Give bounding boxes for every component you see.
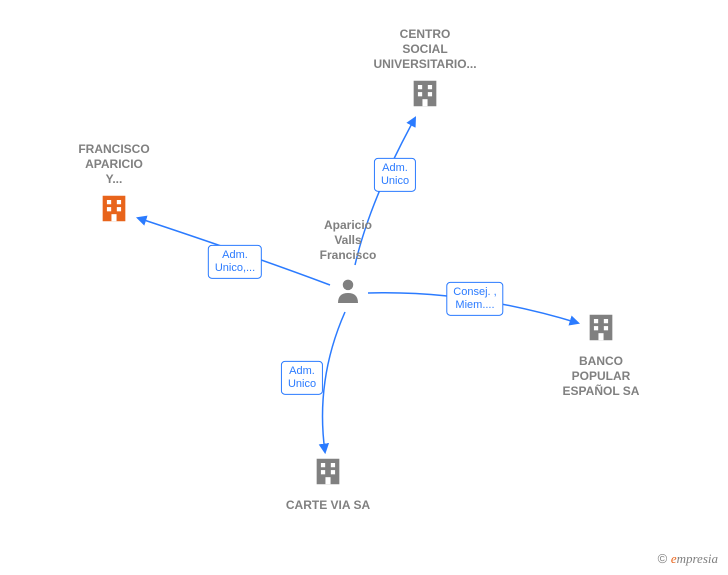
diagram-canvas (0, 0, 728, 575)
node-label-center[interactable]: Aparicio Valls Francisco (320, 218, 377, 263)
edge-label-left[interactable]: Adm. Unico,... (208, 245, 262, 279)
building-icon-bottom[interactable] (311, 455, 345, 494)
edge-label-top[interactable]: Adm. Unico (374, 158, 416, 192)
node-label-left[interactable]: FRANCISCO APARICIO Y... (78, 142, 149, 187)
building-icon-top[interactable] (408, 77, 442, 116)
building-icon-left[interactable] (97, 192, 131, 231)
node-label-right[interactable]: BANCO POPULAR ESPAÑOL SA (563, 354, 640, 399)
building-icon-right[interactable] (584, 311, 618, 350)
brand-name: empresia (671, 551, 718, 566)
edge-label-bottom[interactable]: Adm. Unico (281, 361, 323, 395)
node-label-top[interactable]: CENTRO SOCIAL UNIVERSITARIO... (373, 27, 476, 72)
person-icon-center[interactable] (333, 276, 363, 311)
edge-label-right[interactable]: Consej. , Miem.... (446, 282, 503, 316)
node-label-bottom[interactable]: CARTE VIA SA (286, 498, 370, 513)
footer-credit: © empresia (658, 551, 718, 567)
edge-bottom (323, 312, 346, 452)
copyright-symbol: © (658, 551, 668, 566)
